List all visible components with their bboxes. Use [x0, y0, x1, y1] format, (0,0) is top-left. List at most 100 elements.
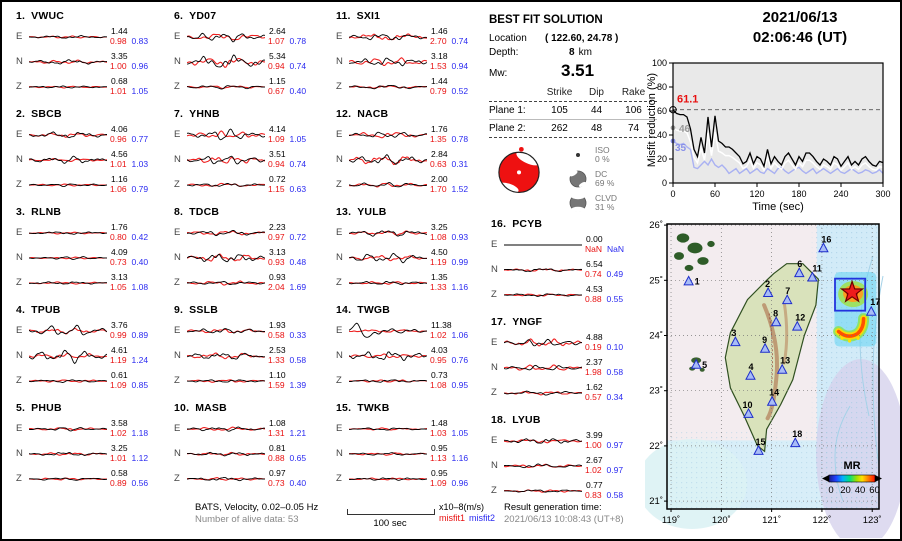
station-header: 2. SBCB	[16, 108, 170, 122]
waveform-row-E: E 1.76 1.35 0.78	[336, 122, 490, 147]
svg-text:0: 0	[670, 189, 675, 199]
waveform-row-N: N 4.61 1.19 1.24	[16, 343, 170, 368]
component-label: Z	[16, 473, 22, 484]
misfit1-value: 1.03	[430, 427, 447, 438]
misfit1-value: 1.98	[585, 366, 602, 377]
peak-amplitude: 3.51	[269, 149, 286, 159]
component-label: N	[491, 264, 498, 275]
station-header: 8. TDCB	[174, 206, 328, 220]
waveform-trace	[504, 437, 582, 444]
station-triangle-7	[781, 294, 793, 305]
waveform-row-E: E 1.93 0.58 0.33	[174, 318, 328, 343]
mw-label: Mw:	[489, 68, 508, 79]
event-date: 2021/06/13	[762, 9, 838, 26]
station-name: MASB	[195, 402, 227, 414]
svg-text:20: 20	[657, 154, 667, 164]
misfit2-value: 1.12	[131, 452, 149, 463]
depth-value: 8	[569, 47, 575, 58]
svg-text:80: 80	[657, 82, 667, 92]
amplitude-misfit-values: 4.06 0.96 0.77	[110, 124, 148, 144]
misfit1-value: 1.33	[430, 281, 447, 292]
station-number: 16.	[491, 218, 507, 230]
peak-amplitude: 6.54	[586, 259, 603, 269]
amplitude-misfit-values: 0.00 NaN NaN	[585, 234, 624, 254]
component-label: E	[336, 325, 343, 336]
waveform-column-2: 6. YD07 E 2.64 1.07 0.78 N 5.34 0.94 0.74 Z 1.15 0.6…	[174, 10, 328, 500]
station-map-label-11: 11	[812, 264, 822, 274]
component-label: E	[336, 31, 343, 42]
waveform-row-E: E 3.58 1.02 1.18	[16, 416, 170, 441]
amplitude-misfit-values: 2.67 1.02 0.97	[585, 455, 623, 475]
component-label: N	[174, 154, 181, 165]
peak-amplitude: 2.84	[431, 149, 448, 159]
station-header: 3. RLNB	[16, 206, 170, 220]
waveform-trace	[187, 155, 265, 165]
component-label: E	[16, 423, 23, 434]
waveform-row-N: N 2.84 0.63 0.31	[336, 147, 490, 172]
waveform-trace	[29, 477, 107, 481]
station-triangle-11	[807, 271, 818, 282]
waveform-trace	[504, 488, 582, 493]
component-label: E	[174, 325, 181, 336]
station-header: 4. TPUB	[16, 304, 170, 318]
waveform-trace	[504, 390, 582, 396]
misfit1-value: 1.59	[268, 379, 285, 390]
component-label: Z	[491, 387, 497, 398]
waveform-trace	[349, 451, 427, 456]
misfit2-value: 0.74	[289, 158, 307, 169]
misfit2-value: 0.58	[289, 354, 307, 365]
waveform-trace	[29, 155, 107, 164]
misfit2-value: 1.08	[131, 281, 149, 292]
misfit1-value: 2.70	[430, 35, 447, 46]
plane1-strike: 105	[551, 105, 568, 116]
component-label: Z	[491, 289, 497, 300]
svg-text:123˚: 123˚	[863, 515, 882, 526]
amplitude-misfit-values: 2.37 1.98 0.58	[585, 357, 623, 377]
waveform-row-N: N 6.54 0.74 0.49	[491, 257, 645, 282]
station-map-label-1: 1	[695, 276, 700, 286]
amplitude-misfit-values: 3.58 1.02 1.18	[110, 418, 148, 438]
mw-value: 3.51	[561, 61, 595, 80]
amplitude-misfit-values: 3.35 1.00 0.96	[110, 51, 148, 71]
station-name: PCYB	[512, 218, 543, 230]
misfit1-value: 1.33	[268, 354, 285, 365]
misfit1-value: 1.00	[585, 439, 602, 450]
station-header: 17. YNGF	[491, 316, 645, 330]
amplitude-misfit-values: 4.14 1.09 1.05	[268, 124, 306, 144]
waveform-row-N: N 0.95 1.13 1.16	[336, 441, 490, 466]
misfit1-value: 1.09	[268, 133, 285, 144]
waveform-row-E: E 0.00 NaN NaN	[491, 232, 645, 257]
waveform-row-N: N 3.35 1.00 0.96	[16, 49, 170, 74]
svg-text:121˚: 121˚	[762, 515, 781, 526]
misfit1-value: 1.02	[430, 329, 447, 340]
station-block-PHUB: 5. PHUB E 3.58 1.02 1.18 N 3.25 1.01 1.12 Z 0.58 0.8…	[16, 402, 170, 491]
misfit1-value: 1.09	[110, 379, 127, 390]
amplitude-misfit-values: 4.56 1.01 1.03	[110, 149, 148, 169]
peak-amplitude: 1.16	[111, 174, 128, 184]
grid-search-rectangle	[834, 277, 867, 312]
component-label: Z	[16, 81, 22, 92]
misfit1-value: 1.02	[585, 464, 602, 475]
peak-amplitude: 4.50	[431, 247, 448, 257]
iso-icon	[565, 146, 591, 164]
waveform-row-Z: Z 3.13 1.05 1.08	[16, 270, 170, 295]
svg-text:24˚: 24˚	[649, 331, 663, 342]
waveform-trace	[349, 131, 427, 138]
misfit2-value: 0.74	[289, 60, 307, 71]
misfit1-value: 1.01	[110, 85, 127, 96]
svg-text:20: 20	[840, 485, 851, 496]
component-label: Z	[174, 277, 180, 288]
station-name: TDCB	[189, 206, 220, 218]
station-header: 1. VWUC	[16, 10, 170, 24]
clvd-label: CLVD	[595, 193, 618, 203]
waveform-row-N: N 3.25 1.01 1.12	[16, 441, 170, 466]
filter-info: BATS, Velocity, 0.02–0.05 Hz	[195, 502, 319, 513]
event-time: 02:06:46 (UT)	[752, 28, 848, 46]
amplitude-misfit-values: 1.48 1.03 1.05	[430, 418, 468, 438]
waveform-row-N: N 3.51 0.94 0.74	[174, 147, 328, 172]
misfit1-value: 1.02	[110, 427, 127, 438]
peak-amplitude: 4.06	[111, 124, 128, 134]
svg-text:0: 0	[662, 178, 667, 188]
misfit2-value: 0.99	[451, 256, 469, 267]
svg-text:Time (sec): Time (sec)	[752, 201, 804, 213]
